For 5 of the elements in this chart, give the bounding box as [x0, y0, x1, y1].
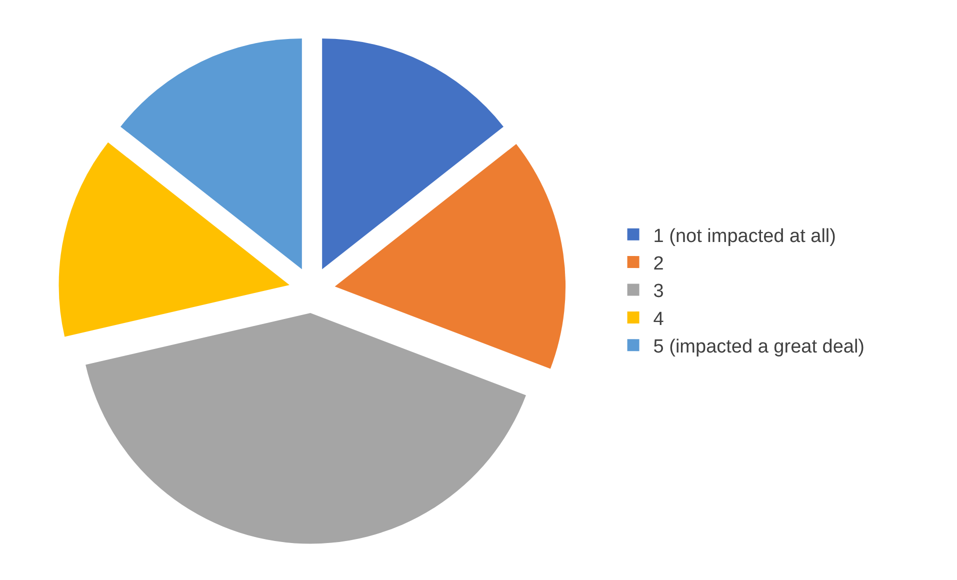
legend-label: 2	[653, 253, 664, 274]
legend-label: 4	[653, 308, 664, 330]
legend-label: 1 (not impacted at all)	[653, 226, 836, 247]
legend-label: 3	[653, 281, 664, 302]
legend-label: 5 (impacted a great deal)	[653, 336, 865, 358]
